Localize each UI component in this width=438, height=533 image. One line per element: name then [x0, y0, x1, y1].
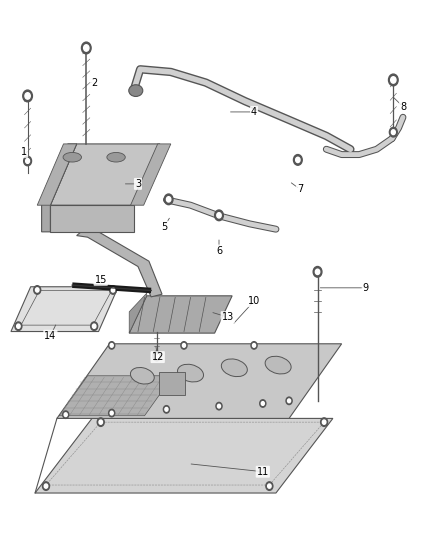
- Text: 4: 4: [251, 107, 257, 117]
- Polygon shape: [11, 287, 118, 332]
- Text: 9: 9: [363, 283, 369, 293]
- Ellipse shape: [129, 85, 143, 96]
- Circle shape: [110, 286, 117, 294]
- Circle shape: [84, 45, 89, 51]
- Ellipse shape: [265, 356, 291, 374]
- Circle shape: [266, 482, 273, 490]
- Text: 10: 10: [248, 296, 260, 306]
- Circle shape: [322, 420, 326, 424]
- Circle shape: [15, 322, 22, 330]
- Circle shape: [23, 90, 32, 102]
- Polygon shape: [35, 418, 333, 493]
- Circle shape: [313, 266, 322, 277]
- Circle shape: [182, 344, 185, 348]
- Circle shape: [97, 418, 104, 426]
- Circle shape: [268, 484, 271, 488]
- Polygon shape: [129, 296, 232, 333]
- Circle shape: [44, 484, 48, 488]
- Text: 15: 15: [95, 275, 107, 285]
- Circle shape: [111, 288, 115, 292]
- Polygon shape: [57, 344, 342, 418]
- Polygon shape: [59, 376, 173, 416]
- Circle shape: [92, 324, 96, 328]
- Polygon shape: [50, 205, 134, 232]
- Text: 13: 13: [222, 312, 234, 322]
- Circle shape: [165, 407, 168, 411]
- Text: 2: 2: [91, 78, 97, 87]
- Ellipse shape: [177, 364, 204, 382]
- Polygon shape: [129, 293, 147, 333]
- Circle shape: [25, 93, 30, 99]
- Circle shape: [286, 397, 292, 405]
- Circle shape: [217, 213, 221, 218]
- Circle shape: [389, 74, 398, 86]
- Circle shape: [252, 344, 255, 348]
- Circle shape: [24, 156, 32, 166]
- Text: 3: 3: [135, 179, 141, 189]
- Circle shape: [260, 400, 266, 407]
- Circle shape: [91, 322, 98, 330]
- Circle shape: [164, 194, 173, 205]
- Circle shape: [389, 127, 397, 137]
- Circle shape: [35, 288, 39, 292]
- Circle shape: [34, 286, 41, 294]
- Circle shape: [63, 411, 69, 418]
- Circle shape: [109, 409, 115, 417]
- Circle shape: [166, 197, 171, 202]
- Polygon shape: [42, 144, 77, 232]
- Polygon shape: [77, 232, 162, 297]
- Circle shape: [17, 324, 20, 328]
- Circle shape: [99, 420, 102, 424]
- Circle shape: [81, 42, 91, 54]
- Text: 5: 5: [161, 222, 167, 231]
- Circle shape: [215, 210, 223, 221]
- Text: 14: 14: [44, 331, 57, 341]
- Circle shape: [391, 77, 396, 83]
- Text: 8: 8: [400, 102, 406, 111]
- Circle shape: [25, 159, 30, 163]
- Circle shape: [287, 399, 291, 403]
- Circle shape: [109, 342, 115, 349]
- Text: 11: 11: [257, 467, 269, 477]
- Text: 12: 12: [152, 352, 164, 362]
- Circle shape: [163, 406, 170, 413]
- Circle shape: [42, 482, 49, 490]
- Text: 6: 6: [216, 246, 222, 255]
- Text: 1: 1: [21, 147, 27, 157]
- Circle shape: [315, 269, 320, 274]
- Circle shape: [293, 155, 302, 165]
- Circle shape: [64, 413, 67, 417]
- Circle shape: [217, 404, 221, 408]
- Circle shape: [153, 351, 161, 361]
- Polygon shape: [131, 144, 171, 205]
- Circle shape: [216, 402, 222, 410]
- Polygon shape: [50, 144, 160, 205]
- Circle shape: [155, 354, 159, 358]
- Text: 7: 7: [297, 184, 303, 194]
- FancyBboxPatch shape: [159, 372, 185, 395]
- Ellipse shape: [221, 359, 247, 377]
- Circle shape: [261, 402, 265, 405]
- Ellipse shape: [63, 152, 81, 162]
- Circle shape: [110, 344, 113, 348]
- Circle shape: [392, 130, 395, 135]
- Circle shape: [251, 342, 257, 349]
- Circle shape: [321, 418, 328, 426]
- Polygon shape: [37, 144, 77, 205]
- Ellipse shape: [107, 152, 125, 162]
- Circle shape: [296, 157, 300, 163]
- Circle shape: [181, 342, 187, 349]
- Ellipse shape: [131, 367, 154, 384]
- Circle shape: [110, 411, 113, 415]
